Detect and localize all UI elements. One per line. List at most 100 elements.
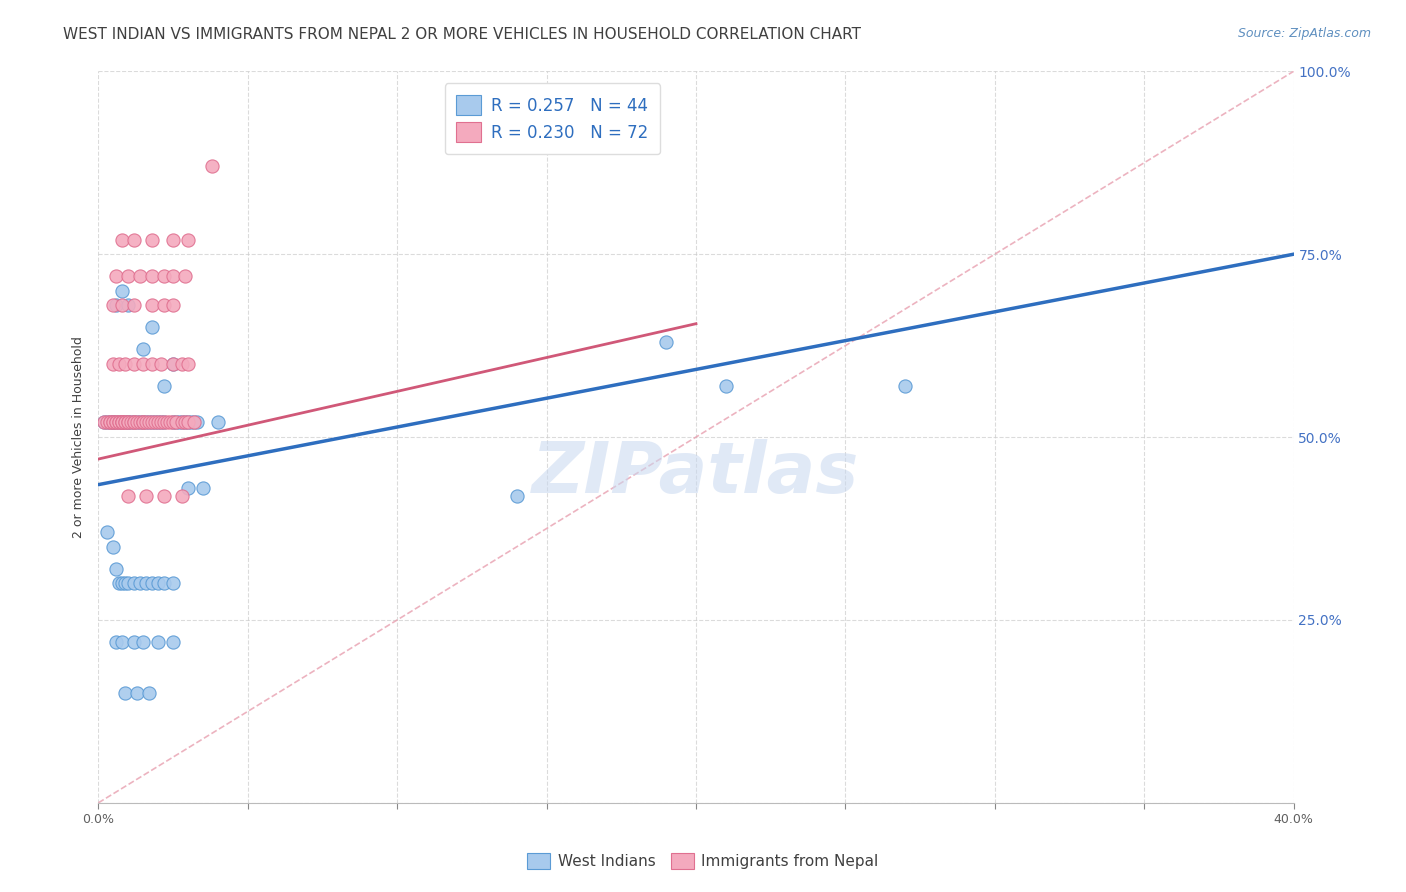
Point — [124, 298, 146, 312]
Point — [117, 576, 139, 591]
Point — [153, 576, 176, 591]
Point — [103, 416, 125, 430]
Point — [111, 233, 134, 247]
Point — [714, 379, 737, 393]
Point — [105, 416, 128, 430]
Point — [117, 416, 139, 430]
Point — [111, 298, 134, 312]
Point — [117, 416, 139, 430]
Point — [172, 416, 194, 430]
Point — [177, 481, 200, 495]
Y-axis label: 2 or more Vehicles in Household: 2 or more Vehicles in Household — [72, 336, 86, 538]
Point — [124, 357, 146, 371]
Point — [124, 416, 146, 430]
Point — [103, 416, 125, 430]
Point — [135, 489, 157, 503]
Point — [148, 576, 170, 591]
Point — [177, 357, 200, 371]
Point — [129, 416, 152, 430]
Point — [124, 416, 146, 430]
Point — [98, 416, 122, 430]
Point — [132, 416, 155, 430]
Point — [162, 233, 184, 247]
Point — [108, 416, 131, 430]
Point — [124, 416, 146, 430]
Point — [117, 416, 139, 430]
Point — [148, 416, 170, 430]
Point — [174, 416, 197, 430]
Point — [132, 635, 155, 649]
Point — [172, 357, 194, 371]
Point — [117, 298, 139, 312]
Point — [129, 576, 152, 591]
Point — [111, 416, 134, 430]
Point — [103, 416, 125, 430]
Point — [162, 416, 184, 430]
Point — [162, 357, 184, 371]
Point — [105, 562, 128, 576]
Point — [93, 416, 115, 430]
Point — [103, 540, 125, 554]
Point — [111, 576, 134, 591]
Point — [162, 416, 184, 430]
Point — [114, 416, 136, 430]
Point — [183, 416, 205, 430]
Point — [132, 416, 155, 430]
Point — [180, 416, 202, 430]
Point — [135, 416, 157, 430]
Point — [153, 379, 176, 393]
Point — [141, 357, 163, 371]
Point — [111, 416, 134, 430]
Point — [127, 416, 149, 430]
Point — [105, 269, 128, 284]
Point — [129, 416, 152, 430]
Point — [150, 357, 173, 371]
Point — [141, 233, 163, 247]
Point — [148, 635, 170, 649]
Point — [177, 233, 200, 247]
Point — [172, 416, 194, 430]
Point — [111, 416, 134, 430]
Point — [105, 416, 128, 430]
Point — [114, 576, 136, 591]
Legend: R = 0.257   N = 44, R = 0.230   N = 72: R = 0.257 N = 44, R = 0.230 N = 72 — [444, 83, 661, 154]
Point — [93, 416, 115, 430]
Text: Source: ZipAtlas.com: Source: ZipAtlas.com — [1237, 27, 1371, 40]
Point — [98, 416, 122, 430]
Point — [111, 416, 134, 430]
Point — [186, 416, 208, 430]
Point — [153, 298, 176, 312]
Point — [150, 416, 173, 430]
Point — [207, 416, 229, 430]
Point — [117, 489, 139, 503]
Point — [153, 416, 176, 430]
Point — [162, 576, 184, 591]
Point — [135, 576, 157, 591]
Point — [141, 320, 163, 334]
Point — [127, 686, 149, 700]
Point — [506, 489, 529, 503]
Point — [162, 269, 184, 284]
Point — [135, 416, 157, 430]
Point — [108, 416, 131, 430]
Point — [141, 269, 163, 284]
Point — [165, 416, 187, 430]
Point — [96, 525, 118, 540]
Point — [177, 416, 200, 430]
Point — [162, 635, 184, 649]
Point — [114, 357, 136, 371]
Point — [103, 416, 125, 430]
Point — [103, 298, 125, 312]
Point — [132, 343, 155, 357]
Point — [96, 416, 118, 430]
Point — [105, 298, 128, 312]
Point — [174, 269, 197, 284]
Point — [165, 416, 187, 430]
Point — [124, 233, 146, 247]
Point — [138, 686, 160, 700]
Point — [153, 269, 176, 284]
Point — [162, 357, 184, 371]
Point — [96, 416, 118, 430]
Point — [111, 284, 134, 298]
Point — [156, 416, 179, 430]
